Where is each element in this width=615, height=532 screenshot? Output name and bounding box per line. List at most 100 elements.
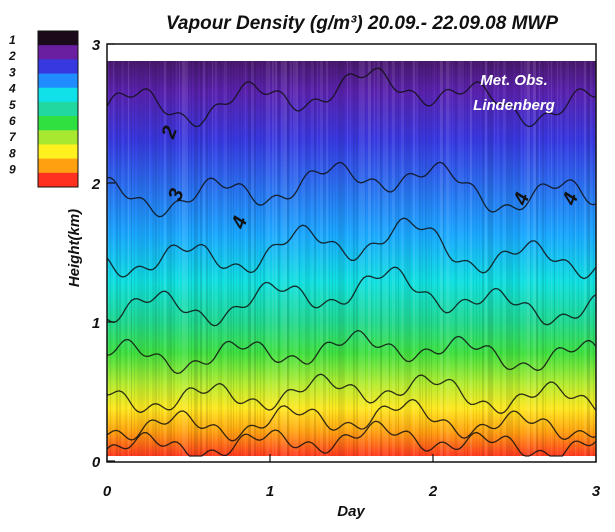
- texture-stripe: [173, 61, 175, 456]
- texture-stripe: [245, 61, 246, 456]
- colorbar-label: 3: [9, 65, 16, 79]
- texture-stripe: [260, 61, 261, 456]
- texture-stripe: [551, 61, 552, 456]
- texture-stripe: [137, 61, 140, 456]
- texture-stripe: [455, 61, 457, 456]
- texture-stripe: [380, 61, 382, 456]
- texture-stripe: [593, 61, 594, 456]
- texture-stripe: [584, 61, 586, 456]
- texture-stripe: [578, 61, 579, 456]
- texture-stripe: [281, 61, 284, 456]
- texture-stripe: [446, 61, 449, 456]
- texture-stripe: [275, 61, 277, 456]
- texture-stripe: [509, 61, 512, 456]
- colorbar-label: 8: [9, 146, 16, 160]
- texture-stripe: [293, 61, 296, 456]
- texture-stripe: [329, 61, 330, 456]
- texture-stripe: [536, 61, 538, 456]
- texture-stripe: [557, 61, 558, 456]
- texture-stripe: [452, 61, 453, 456]
- texture-stripe: [476, 61, 477, 456]
- texture-stripe: [311, 61, 314, 456]
- texture-stripe: [440, 61, 443, 456]
- texture-stripe: [527, 61, 530, 456]
- texture-stripe: [542, 61, 544, 456]
- texture-stripe: [257, 61, 258, 456]
- texture-stripe: [575, 61, 576, 456]
- texture-stripe: [590, 61, 592, 456]
- texture-stripe: [515, 61, 518, 456]
- texture-stripe: [485, 61, 487, 456]
- texture-stripe: [443, 61, 444, 456]
- texture-stripe: [563, 61, 564, 456]
- texture-stripe: [497, 61, 499, 456]
- texture-stripe: [353, 61, 355, 456]
- texture-stripe: [230, 61, 232, 456]
- texture-stripe: [242, 61, 243, 456]
- y-tick-label: 3: [92, 37, 101, 54]
- colorbar-swatch: [38, 101, 78, 117]
- texture-stripe: [248, 61, 251, 456]
- plot-frame: [106, 43, 597, 463]
- texture-stripe: [305, 61, 308, 456]
- texture-stripe: [263, 61, 265, 456]
- x-tick-label: 2: [428, 483, 438, 500]
- texture-stripe: [533, 61, 536, 456]
- texture-stripe: [110, 61, 111, 456]
- texture-stripe: [194, 61, 197, 456]
- contour-lines: [106, 67, 597, 457]
- texture-stripe: [206, 61, 208, 456]
- texture-stripe: [269, 61, 270, 456]
- texture-stripe: [398, 61, 399, 456]
- contour-line: [106, 420, 597, 457]
- texture-stripe: [179, 61, 180, 456]
- texture-stripe: [335, 61, 336, 456]
- texture-stripe: [185, 61, 188, 456]
- texture-stripe: [383, 61, 386, 456]
- texture-stripe: [278, 61, 280, 456]
- texture-stripe: [320, 61, 323, 456]
- texture-stripe: [503, 61, 506, 456]
- texture-stripe: [299, 61, 300, 456]
- texture-stripe: [401, 61, 404, 456]
- texture-stripe: [512, 61, 513, 456]
- colorbar-label: 5: [9, 98, 16, 112]
- texture-stripe: [422, 61, 423, 456]
- colorbar-swatch: [38, 144, 78, 160]
- texture-stripe: [365, 61, 366, 456]
- colorbar-label: 4: [8, 82, 16, 96]
- contour-line: [106, 398, 597, 442]
- texture-stripe: [215, 61, 217, 456]
- texture-stripe: [152, 61, 155, 456]
- texture-stripe: [146, 61, 149, 456]
- texture-stripe: [530, 61, 531, 456]
- texture-stripe: [581, 61, 582, 456]
- texture-stripe: [158, 61, 160, 456]
- contour-line: [106, 266, 597, 327]
- texture-stripe: [119, 61, 121, 456]
- colorbar-label: 9: [9, 163, 16, 177]
- texture-stripe: [191, 61, 192, 456]
- texture-stripe: [308, 61, 310, 456]
- chart-title: Vapour Density (g/m³) 20.09.- 22.09.08 M…: [166, 13, 558, 34]
- texture-stripe: [437, 61, 438, 456]
- texture-stripe: [389, 61, 390, 456]
- texture-stripe: [338, 61, 341, 456]
- contour-line: [106, 373, 597, 415]
- texture-stripe: [416, 61, 418, 456]
- colorbar-swatch: [38, 31, 78, 46]
- texture-stripe: [395, 61, 397, 456]
- texture-stripe: [167, 61, 170, 456]
- texture-stripe: [254, 61, 256, 456]
- texture-stripe: [392, 61, 395, 456]
- texture-stripe: [482, 61, 484, 456]
- contour-line: [106, 67, 597, 128]
- colorbar-swatch: [38, 158, 78, 174]
- texture-stripe: [224, 61, 227, 456]
- colorbar-swatch: [38, 59, 78, 75]
- texture-stripe: [212, 61, 213, 456]
- texture-stripe: [170, 61, 172, 456]
- texture-stripe: [488, 61, 491, 456]
- texture-stripe: [272, 61, 274, 456]
- texture-stripe: [284, 61, 287, 456]
